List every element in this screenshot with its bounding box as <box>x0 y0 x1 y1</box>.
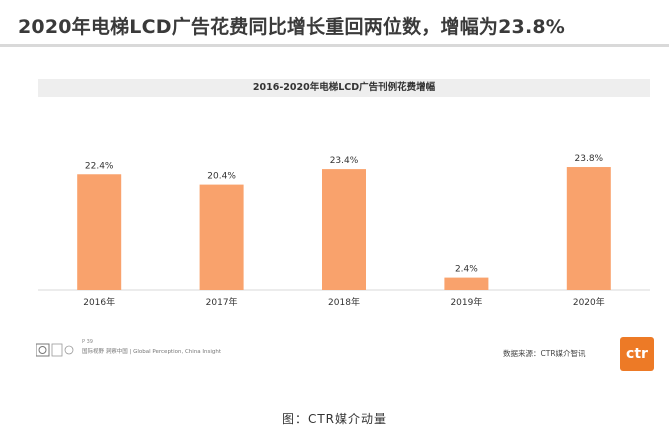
page-number: P 39 <box>82 339 93 345</box>
chart-title-bar: 2016-2020年电梯LCD广告刊例花费增幅 <box>38 79 650 97</box>
headline-divider <box>0 44 669 47</box>
bar-2019年 <box>444 277 489 290</box>
headline: 2020年电梯LCD广告花费同比增长重回两位数，增幅为23.8% <box>18 16 566 38</box>
data-label: 23.4% <box>330 156 359 166</box>
slide: 2020年电梯LCD广告花费同比增长重回两位数，增幅为23.8% 2016-20… <box>0 16 669 371</box>
bar-2016年 <box>77 174 122 290</box>
ctr-logo: ctr <box>620 337 654 371</box>
chart-title: 2016-2020年电梯LCD广告刊例花费增幅 <box>252 82 436 93</box>
data-label: 20.4% <box>207 172 236 182</box>
x-tick-label: 2019年 <box>450 296 482 308</box>
data-source: 数据来源：CTR媒介智讯 <box>503 349 586 358</box>
x-tick-label: 2018年 <box>328 296 360 308</box>
bar-2017年 <box>199 184 244 290</box>
x-tick-label: 2017年 <box>206 296 238 308</box>
data-label: 23.8% <box>575 154 604 164</box>
certification-badge-icon <box>36 343 74 357</box>
data-label: 2.4% <box>455 265 478 275</box>
bar-chart: 22.4% 2016年 20.4% 2017年 23.4% 2018年 2.4% 2019年 2… <box>38 154 650 308</box>
bar-2020年 <box>566 167 611 290</box>
data-label: 22.4% <box>85 161 114 171</box>
x-tick-label: 2016年 <box>83 296 115 308</box>
footer-tagline: 国际视野 洞察中国 | Global Perception, China Ins… <box>82 349 222 355</box>
x-tick-label: 2020年 <box>573 296 605 308</box>
bar-2018年 <box>322 169 366 290</box>
ctr-logo-text: ctr <box>626 346 648 362</box>
image-caption: 图：CTR媒介动量 <box>281 412 388 426</box>
